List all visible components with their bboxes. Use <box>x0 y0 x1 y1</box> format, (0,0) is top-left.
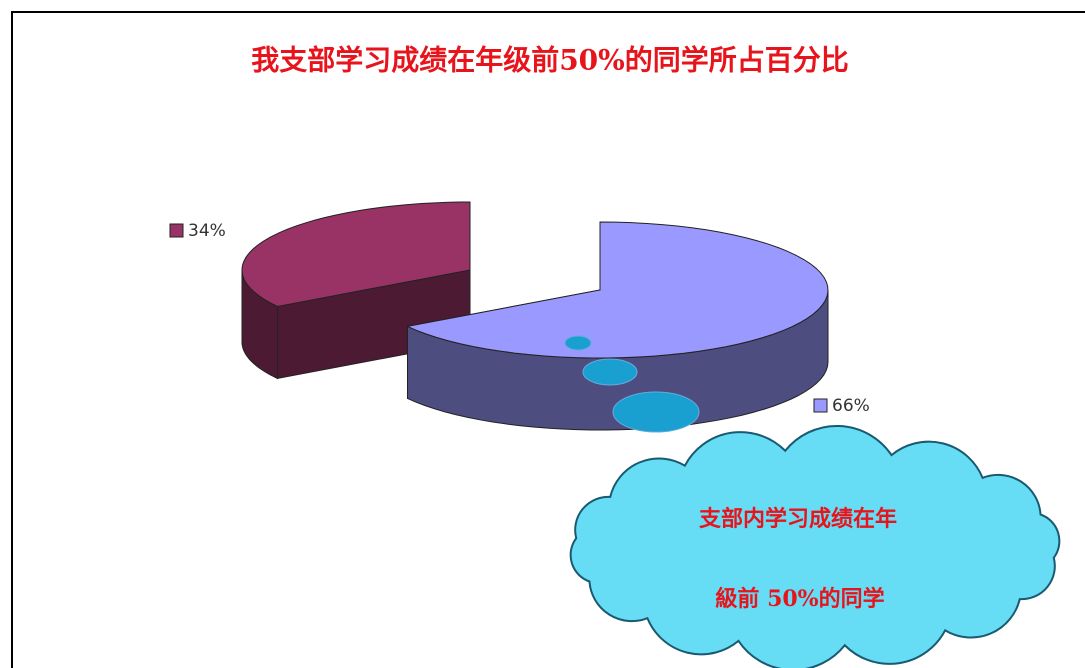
callout-text: 級前 50%的同学 <box>715 586 884 612</box>
pie-slice <box>405 221 829 359</box>
label-swatch <box>813 398 828 413</box>
callout-bubble <box>564 335 592 351</box>
label-swatch <box>169 223 184 238</box>
callout-text: 支部内学习成绩在年 <box>699 506 897 532</box>
pie: 34% 66% <box>169 201 870 431</box>
callout-bubble <box>612 391 700 433</box>
data-label: 34% <box>188 221 226 241</box>
callout-bubble <box>582 358 638 386</box>
chart-title: 我支部学习成绩在年级前50%的同学所占百分比 <box>251 44 849 77</box>
data-label: 66% <box>832 396 870 416</box>
pie-slice <box>241 201 471 307</box>
callout-cloud <box>569 424 1061 668</box>
frame <box>11 11 1085 668</box>
